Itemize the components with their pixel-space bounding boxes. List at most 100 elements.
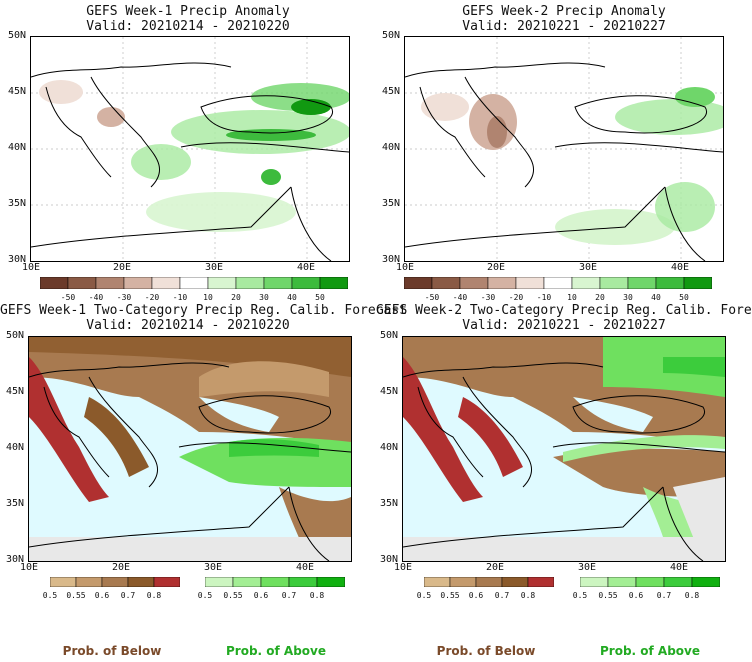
panel-week1-anomaly: GEFS Week-1 Precip Anomaly Valid: 202102… [0,0,376,290]
lat-label: 50N [7,30,26,41]
colorbar-swatch [67,276,97,290]
colorbar-label: 0.6 [94,591,110,600]
colorbar-label: 10 [567,293,577,302]
colorbar-swatch [501,576,529,588]
colorbar-labels: -50 -40 -30 -20 -10 10 20 30 40 50 [404,293,712,305]
colorbar-label: 0.5 [572,591,588,600]
prob-above-label: Prob. of Above [225,644,326,658]
colorbar-swatch [151,276,181,290]
panel-title: GEFS Week-2 Precip Anomaly [462,4,666,19]
colorbar-label: -10 [172,293,188,302]
colorbar-swatch [263,276,293,290]
colorbar-swatch [49,576,77,588]
prob-above-label: Prob. of Above [599,644,700,658]
colorbar-label: 0.55 [66,591,86,600]
lat-label: 35N [5,498,24,509]
lon-label: 20E [486,262,506,273]
colorbar-swatch [207,276,237,290]
colorbar-swatch [95,276,125,290]
lon-label: 40E [669,562,689,573]
lat-label: 30N [5,554,24,565]
colorbar-swatch [627,276,657,290]
panel-valid-date: Valid: 20210221 - 20210227 [462,19,666,34]
panel-valid-date: Valid: 20210214 - 20210220 [86,19,290,34]
colorbar-labels: 0.5 0.55 0.6 0.7 0.8 [417,591,554,603]
prob-above-colorbar-right: 0.5 0.55 0.6 0.7 0.8 [573,572,721,600]
lat-label: 30N [7,254,26,265]
anomaly-map [30,36,350,262]
colorbar-label: 0.55 [440,591,460,600]
colorbar-labels: -50 -40 -30 -20 -10 10 20 30 40 50 [40,293,348,305]
colorbar-swatch [403,276,433,290]
colorbar-swatch [571,276,601,290]
probability-map-graphic [403,337,725,561]
colorbar-swatches [579,576,721,588]
colorbar-swatches [204,576,346,588]
colorbar-swatch [683,276,713,290]
lon-label: 30E [578,262,598,273]
lon-label: 30E [204,262,224,273]
colorbar-label: 0.6 [628,591,644,600]
colorbar-label: 40 [651,293,661,302]
lat-label: 35N [379,498,398,509]
colorbar-label: 40 [287,293,297,302]
colorbar-labels: 0.5 0.55 0.6 0.7 0.8 [198,591,345,603]
panel-title: GEFS Week-1 Precip Anomaly [86,4,290,19]
lat-label: 35N [7,198,26,209]
lon-label: 40E [670,262,690,273]
prob-below-colorbar-left: 0.5 0.55 0.6 0.7 0.8 [43,572,181,600]
panel-week2-probability: GEFS Week-2 Two-Category Precip Reg. Cal… [376,300,752,565]
colorbar-swatch [260,576,290,588]
lat-label: 30N [379,554,398,565]
colorbar-swatch [655,276,685,290]
colorbar-swatch [431,276,461,290]
colorbar-label: 30 [259,293,269,302]
colorbar-swatches [49,576,181,588]
colorbar-label: 30 [623,293,633,302]
panel-week2-anomaly: GEFS Week-2 Precip Anomaly Valid: 202102… [376,0,752,290]
probability-map-graphic [29,337,351,561]
colorbar-label: 0.7 [120,591,136,600]
colorbar-label: 0.8 [309,591,325,600]
lon-label: 10E [19,562,39,573]
lat-label: 40N [381,142,400,153]
colorbar-swatch [39,276,69,290]
colorbar-swatch [123,276,153,290]
lat-label: 30N [381,254,400,265]
lon-label: 40E [296,262,316,273]
colorbar-swatch [487,276,517,290]
colorbar-label: 0.6 [253,591,269,600]
panel-title: GEFS Week-1 Two-Category Precip Reg. Cal… [0,303,407,318]
colorbar-label: -10 [536,293,552,302]
prob-below-label: Prob. of Below [62,644,162,658]
anomaly-colorbar-right: -50 -40 -30 -20 -10 10 20 30 40 50 [403,274,713,302]
colorbar-swatch [449,576,477,588]
colorbar-swatch [288,576,318,588]
colorbar-swatch [635,576,665,588]
colorbar-swatch [179,276,209,290]
lat-label: 40N [379,442,398,453]
colorbar-swatch [204,576,234,588]
panel-week1-probability: GEFS Week-1 Two-Category Precip Reg. Cal… [0,300,407,565]
lat-label: 35N [381,198,400,209]
colorbar-swatch [543,276,573,290]
colorbar-label: 0.8 [520,591,536,600]
colorbar-swatch [319,276,349,290]
panel-title: GEFS Week-2 Two-Category Precip Reg. Cal… [376,303,752,318]
colorbar-label: 0.5 [416,591,432,600]
lat-label: 45N [5,386,24,397]
colorbar-swatch [127,576,155,588]
anomaly-map-graphic [31,37,349,261]
lon-label: 30E [577,562,597,573]
colorbar-label: 50 [679,293,689,302]
colorbar-swatch [75,576,103,588]
lon-label: 10E [395,262,415,273]
lat-label: 50N [5,330,24,341]
colorbar-labels: 0.5 0.55 0.6 0.7 0.8 [43,591,180,603]
colorbar-swatch [475,576,503,588]
anomaly-map-graphic [405,37,723,261]
colorbar-label: 0.8 [146,591,162,600]
colorbar-swatch [235,276,265,290]
colorbar-label: -50 [60,293,76,302]
probability-map [28,336,352,562]
